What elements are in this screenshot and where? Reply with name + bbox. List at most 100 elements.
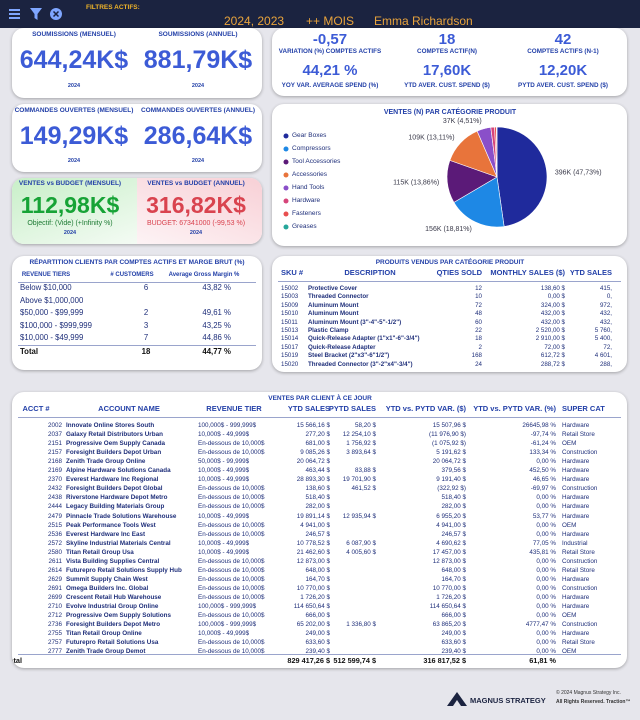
commandes-card: COMMANDES OUVERTES (MENSUEL) 149,29K$ 2024… xyxy=(12,104,262,172)
table-cell: 0,00 % xyxy=(536,593,556,601)
filter-period: ++ MOIS xyxy=(306,14,355,28)
table-cell: Progressive Oem Supply Solutions xyxy=(66,612,171,620)
filter-label: FILTRES ACTIFS: xyxy=(86,4,140,11)
table-cell: 2580 xyxy=(47,548,62,556)
table-cell: OEM xyxy=(562,612,577,620)
total-cell: 316 817,52 $ xyxy=(423,656,466,665)
table-cell: 5 400, xyxy=(594,335,612,343)
table-cell: Titan Retail Group Online xyxy=(66,630,142,638)
table-cell: Industrial xyxy=(562,539,588,547)
kpi-value: 286,64K$ xyxy=(143,122,253,150)
table-cell: 44,86 % xyxy=(202,333,231,342)
table-cell: 26645,98 % xyxy=(522,422,556,429)
legend-swatch xyxy=(283,146,289,152)
table-cell: 2710 xyxy=(47,603,62,610)
table-cell: Alpine Hardware Solutions Canada xyxy=(66,467,171,475)
kpi-title: COMMANDES OUVERTES (MENSUEL) xyxy=(14,107,134,114)
table-cell: Peak Performance Tools West xyxy=(66,521,156,529)
legend-swatch xyxy=(283,224,289,230)
table-cell: 2432 xyxy=(47,485,62,493)
table-cell: 0,00 % xyxy=(536,503,556,511)
table-cell: 2691 xyxy=(47,584,62,592)
table-cell: 2629 xyxy=(47,575,62,583)
table-cell: 2168 xyxy=(47,458,62,466)
table-cell: 12 xyxy=(475,285,482,292)
table-cell: 0,00 % xyxy=(536,630,556,638)
table-cell: Skyline Industrial Materials Central xyxy=(66,539,171,547)
table-cell: 2151 xyxy=(47,440,62,448)
table-cell: 2169 xyxy=(47,467,62,475)
table-cell: 19 701,90 $ xyxy=(342,476,376,484)
table-cell: 48 xyxy=(475,310,482,318)
table-cell: $10,000 - $49,999 xyxy=(20,333,84,342)
table-cell: 12 873,00 $ xyxy=(432,557,466,565)
filter-user: Emma Richardson xyxy=(374,14,473,28)
table-cell: 0,00 % xyxy=(536,575,556,583)
column-header: ACCOUNT NAME xyxy=(98,404,160,413)
kpi-year: 2024 xyxy=(189,230,203,236)
table-cell: En-dessous de 10,000$ xyxy=(198,557,265,565)
table-cell: 21 462,60 $ xyxy=(296,548,330,556)
table-cell: 2736 xyxy=(47,621,62,629)
table-cell: 58,20 $ xyxy=(354,422,376,429)
kpi-value: 881,79K$ xyxy=(143,46,253,74)
filter-icon[interactable] xyxy=(30,8,42,20)
table-cell: 0,00 % xyxy=(536,648,556,656)
table-cell: OEM xyxy=(562,521,577,529)
kpi-value: 644,24K$ xyxy=(19,46,129,74)
divider xyxy=(18,282,256,283)
table-cell: 4 941,00 $ xyxy=(436,521,466,529)
table-cell: 138,60 $ xyxy=(540,285,565,292)
total-cell: 829 417,26 $ xyxy=(287,656,330,665)
table-cell: 77,05 % xyxy=(532,539,556,547)
total-cell: 61,81 % xyxy=(529,656,556,665)
kpi-value: 18 xyxy=(438,31,456,48)
kpi-title: SOUMISSIONS (ANNUEL) xyxy=(158,31,238,38)
table-cell: En-dessous de 10,000$ xyxy=(198,639,265,647)
column-header: PYTD SALES xyxy=(328,404,376,413)
kpi-title: SOUMISSIONS (MENSUEL) xyxy=(32,31,116,38)
table-cell: 15003 xyxy=(281,293,299,301)
table-cell: 239,40 $ xyxy=(441,648,466,656)
column-header: YTD vs. PYTD VAR. ($) xyxy=(385,404,466,413)
kpi-value: -0,57 xyxy=(312,31,348,48)
table-cell: 12 873,00 $ xyxy=(296,557,330,565)
table-title: VENTES PAR CLIENT À CE JOUR xyxy=(268,395,372,402)
clear-filter-icon[interactable] xyxy=(50,8,62,20)
table-cell: 463,44 $ xyxy=(305,467,330,475)
table-cell: 246,57 $ xyxy=(441,530,466,538)
table-cell: 100,000$ - 999,999$ xyxy=(198,621,257,629)
pie-slice xyxy=(496,126,498,178)
table-cell: 2438 xyxy=(47,494,62,502)
legend-swatch xyxy=(283,133,289,139)
table-cell: 4 690,62 $ xyxy=(436,539,466,547)
table-cell: Titan Retail Group Usa xyxy=(66,548,134,556)
column-header: YTD SALES xyxy=(287,404,330,413)
table-cell: 612,72 $ xyxy=(540,352,565,360)
table-cell: 63 865,20 $ xyxy=(432,621,466,629)
table-cell: (1 075,92 $) xyxy=(432,440,466,448)
table-cell: (322,92 $) xyxy=(437,485,466,493)
table-cell: 100,000$ - 999,999$ xyxy=(198,422,257,429)
kpi-year: 2024 xyxy=(191,83,205,89)
legend-label: Tool Accessories xyxy=(292,157,341,165)
table-cell: Foresight Builders Depot Urban xyxy=(66,449,162,457)
table-cell: 17 457,00 $ xyxy=(432,548,466,556)
kpi-value: 44,21 % xyxy=(302,62,358,79)
table-cell: En-dessous de 10,000$ xyxy=(198,575,265,583)
table-cell: Construction xyxy=(562,621,598,629)
slice-label: 115K (13,86%) xyxy=(393,179,439,186)
table-cell: 0,00 $ xyxy=(547,293,565,301)
table-cell: 2611 xyxy=(48,557,62,565)
brand: MAGNUS STRATEGY xyxy=(470,696,546,705)
top-bar: FILTRES ACTIFS: 2024, 2023 ++ MOIS Emma Ric… xyxy=(0,0,640,28)
menu-icon[interactable] xyxy=(9,9,20,19)
table-cell: 9 085,26 $ xyxy=(300,449,330,457)
table-cell: Steel Bracket (2"x3"-6"1/2") xyxy=(308,352,390,360)
pie-slice xyxy=(496,126,548,227)
table-cell: 648,00 $ xyxy=(441,566,466,574)
table-cell: 2515 xyxy=(47,521,62,529)
column-header: SKU # xyxy=(281,268,304,277)
table-cell: 0,00 % xyxy=(536,603,556,610)
table-cell: 72, xyxy=(603,343,612,351)
